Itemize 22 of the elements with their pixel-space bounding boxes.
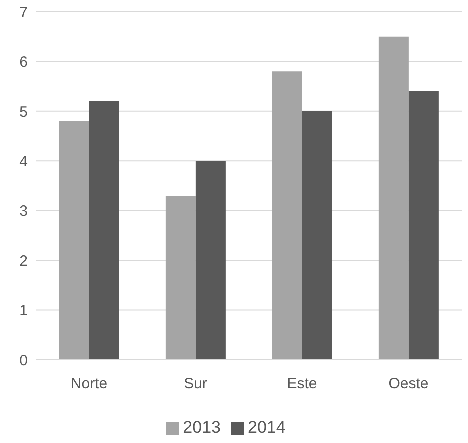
- legend-label: 2014: [248, 418, 286, 437]
- bar: [166, 196, 196, 360]
- bar: [89, 101, 120, 360]
- bar: [272, 72, 302, 360]
- x-tick-label: Norte: [70, 376, 108, 393]
- bar: [59, 121, 90, 360]
- legend-label: 2013: [183, 418, 221, 437]
- bar: [302, 111, 332, 360]
- y-tick-label: 2: [20, 252, 28, 270]
- bar: [378, 36, 409, 360]
- y-tick-label: 5: [20, 104, 28, 121]
- x-tick-label: Este: [287, 376, 318, 393]
- y-tick-label: 3: [20, 203, 28, 220]
- y-tick-label: 0: [20, 352, 28, 370]
- bar: [408, 92, 439, 360]
- y-tick-label: 1: [20, 302, 28, 320]
- y-tick-label: 4: [20, 153, 28, 170]
- bar: [196, 161, 226, 360]
- y-tick-label: 6: [20, 54, 28, 72]
- y-tick-label: 7: [20, 4, 28, 22]
- x-tick-label: Oeste: [388, 376, 429, 393]
- x-tick-label: Sur: [184, 376, 208, 393]
